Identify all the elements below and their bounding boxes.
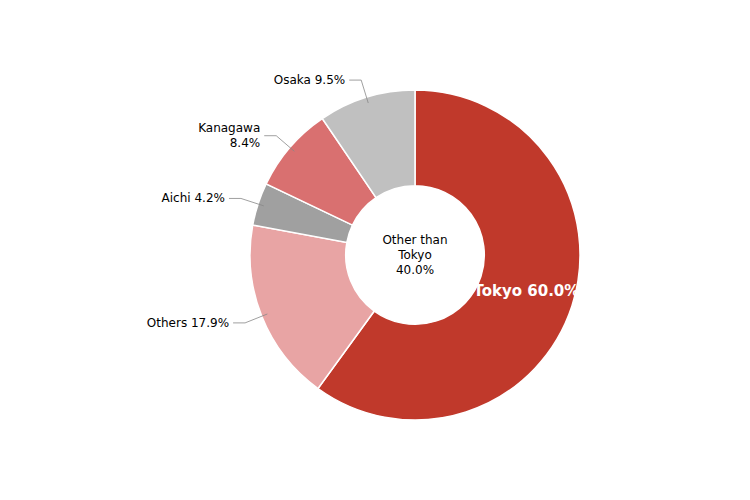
text-line: 8.4%: [230, 136, 261, 150]
outside-label: Aichi 4.2%: [162, 191, 225, 205]
inside-label: Tokyo 60.0%: [473, 282, 579, 300]
leader-line: [229, 198, 264, 205]
outside-label: Others 17.9%: [147, 316, 229, 330]
labels: Tokyo 60.0% Others 17.9% Aichi 4.2% Kanagaw…: [147, 73, 580, 330]
text-line: Osaka 9.5%: [274, 73, 345, 87]
slice: [322, 90, 415, 198]
text-line: Tokyo 60.0%: [473, 282, 579, 300]
slice: [318, 90, 580, 420]
text-line: Kanagawa: [198, 121, 260, 135]
text-line: Other than: [382, 233, 447, 247]
center-label: Other thanTokyo40.0%: [382, 233, 447, 277]
text-line: 40.0%: [396, 263, 434, 277]
leader-line: [264, 136, 294, 152]
leader-line: [349, 80, 368, 103]
text-line: Tokyo: [397, 248, 432, 262]
leader-line: [233, 314, 267, 323]
slices: [250, 90, 580, 420]
slice: [250, 225, 374, 388]
text-line: Aichi 4.2%: [162, 191, 225, 205]
text-line: Others 17.9%: [147, 316, 229, 330]
outside-label: Kanagawa8.4%: [198, 121, 260, 150]
outside-label: Osaka 9.5%: [274, 73, 345, 87]
chart: Tokyo 60.0% Others 17.9% Aichi 4.2% Kanagaw…: [0, 0, 750, 500]
donut: Tokyo 60.0% Others 17.9% Aichi 4.2% Kanagaw…: [147, 73, 580, 420]
